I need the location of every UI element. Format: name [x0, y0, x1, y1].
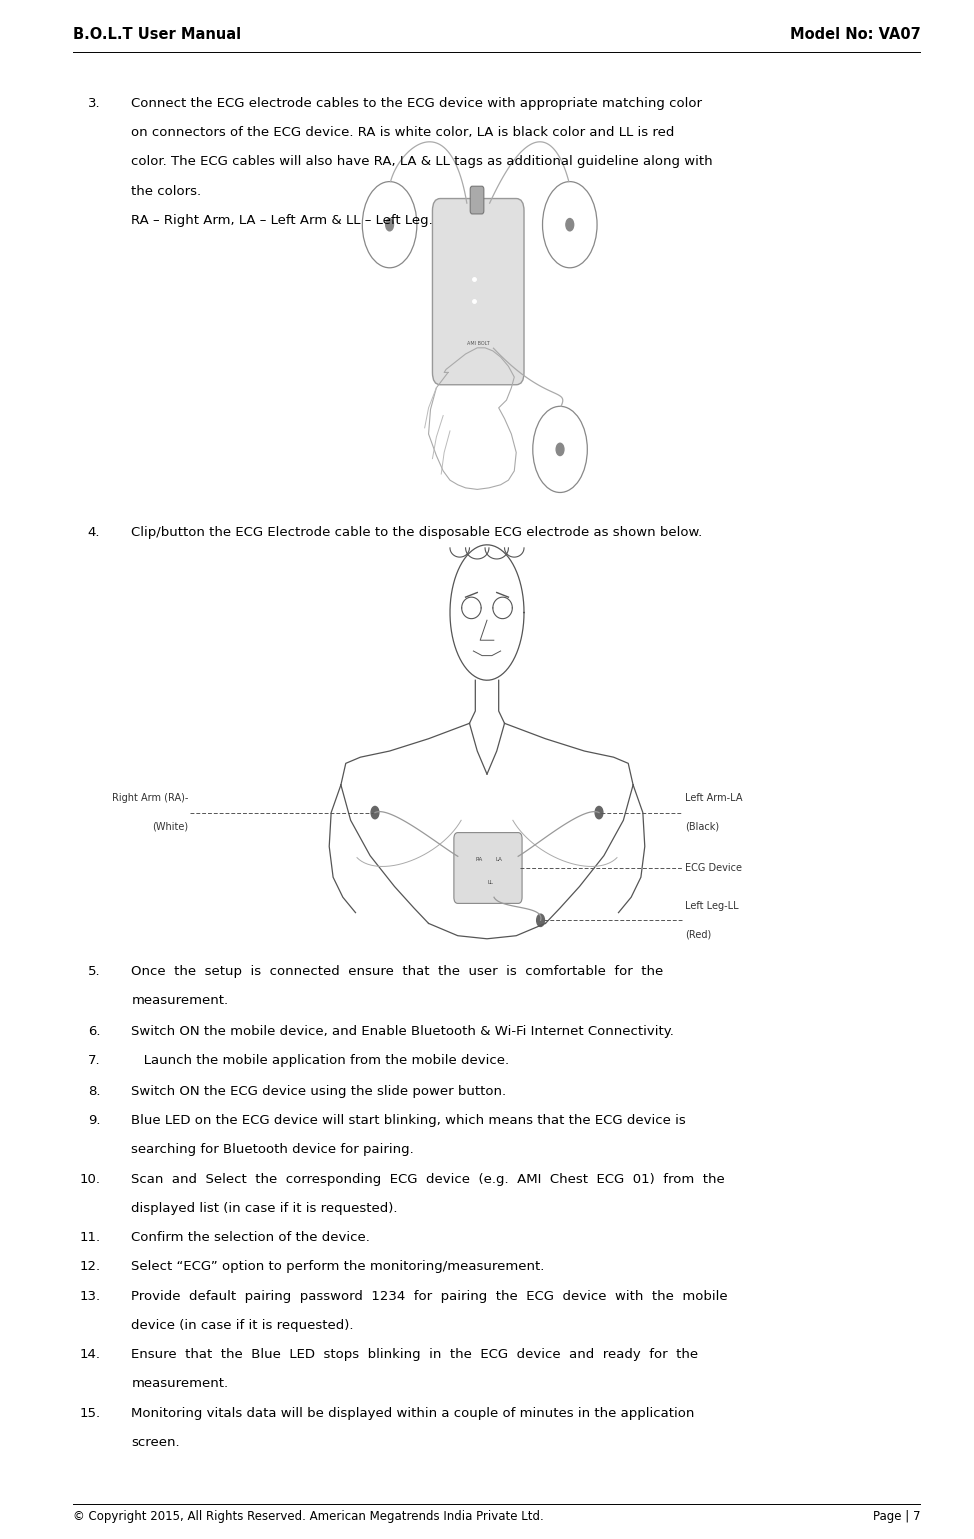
FancyBboxPatch shape: [432, 199, 524, 385]
Circle shape: [537, 914, 544, 926]
Text: Right Arm (RA)-: Right Arm (RA)-: [112, 794, 188, 803]
Text: 7.: 7.: [88, 1054, 100, 1067]
Text: 3.: 3.: [88, 97, 100, 109]
Text: 11.: 11.: [80, 1231, 101, 1244]
Text: Ensure  that  the  Blue  LED  stops  blinking  in  the  ECG  device  and  ready : Ensure that the Blue LED stops blinking …: [131, 1348, 698, 1360]
Circle shape: [566, 219, 574, 231]
Text: Switch ON the mobile device, and Enable Bluetooth & Wi-Fi Internet Connectivity.: Switch ON the mobile device, and Enable …: [131, 1025, 674, 1037]
Text: 5.: 5.: [88, 965, 100, 977]
FancyBboxPatch shape: [470, 186, 484, 214]
Text: displayed list (in case if it is requested).: displayed list (in case if it is request…: [131, 1202, 398, 1214]
Text: Scan  and  Select  the  corresponding  ECG  device  (e.g.  AMI  Chest  ECG  01) : Scan and Select the corresponding ECG de…: [131, 1173, 726, 1185]
Text: Switch ON the ECG device using the slide power button.: Switch ON the ECG device using the slide…: [131, 1085, 506, 1097]
Text: the colors.: the colors.: [131, 185, 202, 197]
Circle shape: [595, 806, 603, 819]
Text: RA: RA: [476, 857, 483, 862]
Text: Provide  default  pairing  password  1234  for  pairing  the  ECG  device  with : Provide default pairing password 1234 fo…: [131, 1290, 729, 1302]
Text: Monitoring vitals data will be displayed within a couple of minutes in the appli: Monitoring vitals data will be displayed…: [131, 1407, 694, 1419]
Text: 13.: 13.: [80, 1290, 101, 1302]
Text: on connectors of the ECG device. RA is white color, LA is black color and LL is : on connectors of the ECG device. RA is w…: [131, 126, 675, 139]
Text: Confirm the selection of the device.: Confirm the selection of the device.: [131, 1231, 370, 1244]
Text: ECG Device: ECG Device: [685, 863, 742, 873]
Text: © Copyright 2015, All Rights Reserved. American Megatrends India Private Ltd.: © Copyright 2015, All Rights Reserved. A…: [73, 1510, 543, 1522]
Text: measurement.: measurement.: [131, 994, 229, 1007]
Text: 4.: 4.: [88, 526, 100, 539]
Text: measurement.: measurement.: [131, 1377, 229, 1390]
Text: screen.: screen.: [131, 1436, 180, 1448]
Text: device (in case if it is requested).: device (in case if it is requested).: [131, 1319, 354, 1331]
Circle shape: [386, 219, 393, 231]
Text: Page | 7: Page | 7: [873, 1510, 920, 1522]
Text: Launch the mobile application from the mobile device.: Launch the mobile application from the m…: [131, 1054, 509, 1067]
Text: RA – Right Arm, LA – Left Arm & LL – Left Leg.: RA – Right Arm, LA – Left Arm & LL – Lef…: [131, 214, 433, 226]
Text: Model No: VA07: Model No: VA07: [790, 26, 920, 42]
Circle shape: [556, 443, 564, 456]
Text: Clip/button the ECG Electrode cable to the disposable ECG electrode as shown bel: Clip/button the ECG Electrode cable to t…: [131, 526, 702, 539]
Text: 9.: 9.: [88, 1114, 100, 1127]
Text: Left Leg-LL: Left Leg-LL: [685, 902, 738, 911]
Text: AMI BOLT: AMI BOLT: [467, 340, 490, 346]
Text: Connect the ECG electrode cables to the ECG device with appropriate matching col: Connect the ECG electrode cables to the …: [131, 97, 702, 109]
Circle shape: [371, 806, 379, 819]
Text: LA: LA: [495, 857, 502, 862]
Text: (White): (White): [152, 822, 188, 831]
Text: 12.: 12.: [80, 1260, 101, 1273]
Text: Select “ECG” option to perform the monitoring/measurement.: Select “ECG” option to perform the monit…: [131, 1260, 544, 1273]
Text: 6.: 6.: [88, 1025, 100, 1037]
Text: Blue LED on the ECG device will start blinking, which means that the ECG device : Blue LED on the ECG device will start bl…: [131, 1114, 687, 1127]
FancyBboxPatch shape: [454, 833, 522, 903]
Text: 8.: 8.: [88, 1085, 100, 1097]
Text: Left Arm-LA: Left Arm-LA: [685, 794, 742, 803]
Text: color. The ECG cables will also have RA, LA & LL tags as additional guideline al: color. The ECG cables will also have RA,…: [131, 155, 713, 168]
Text: searching for Bluetooth device for pairing.: searching for Bluetooth device for pairi…: [131, 1143, 414, 1156]
Text: 14.: 14.: [80, 1348, 101, 1360]
Text: (Black): (Black): [685, 822, 719, 831]
Text: 15.: 15.: [80, 1407, 101, 1419]
Text: Once  the  setup  is  connected  ensure  that  the  user  is  comfortable  for  : Once the setup is connected ensure that …: [131, 965, 663, 977]
Text: 10.: 10.: [80, 1173, 101, 1185]
Text: LL: LL: [488, 880, 494, 885]
Text: B.O.L.T User Manual: B.O.L.T User Manual: [73, 26, 242, 42]
Text: (Red): (Red): [685, 930, 711, 939]
